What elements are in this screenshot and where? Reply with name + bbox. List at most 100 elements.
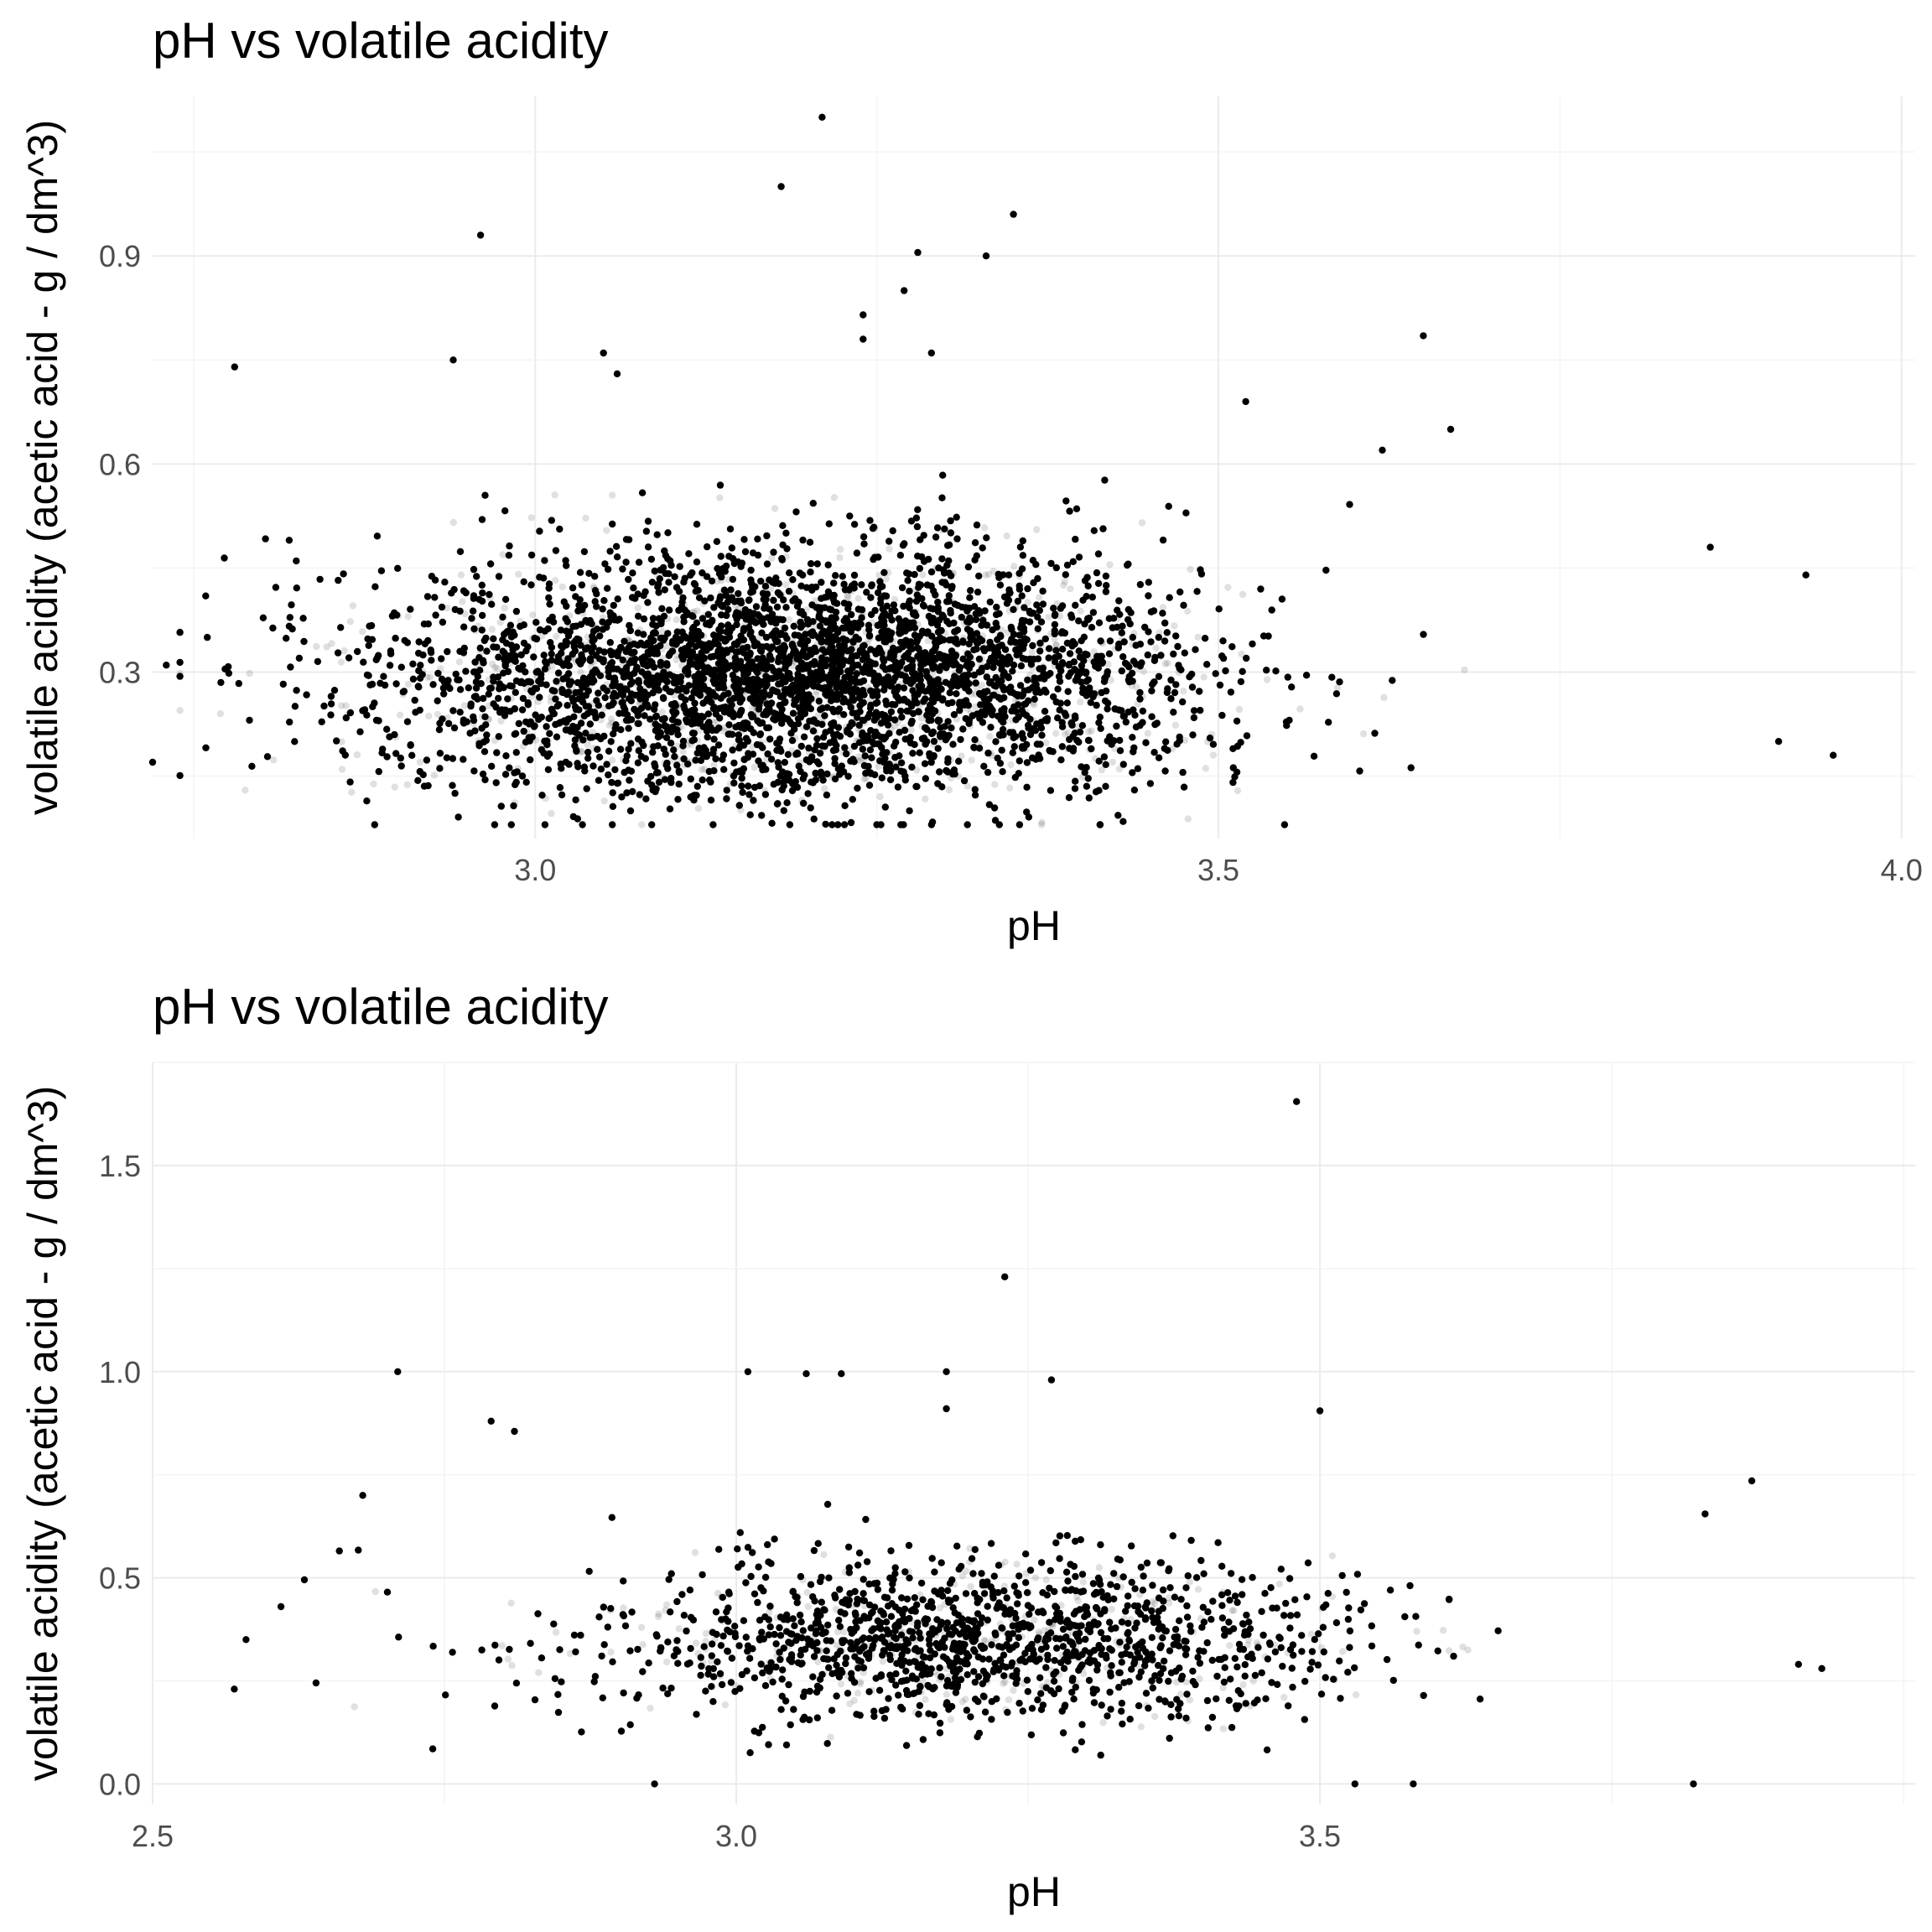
- scatter-point: [1360, 1600, 1368, 1607]
- scatter-point: [1106, 637, 1114, 645]
- scatter-point: [675, 1625, 683, 1633]
- scatter-point: [623, 789, 631, 797]
- scatter-point: [971, 539, 979, 547]
- scatter-point: [583, 785, 590, 792]
- scatter-point: [944, 755, 952, 763]
- scatter-point: [541, 627, 549, 635]
- scatter-point: [738, 774, 745, 782]
- scatter-point: [481, 713, 489, 720]
- scatter-point: [907, 726, 915, 734]
- scatter-point: [434, 710, 442, 719]
- scatter-point: [1063, 561, 1072, 569]
- scatter-point: [612, 543, 621, 550]
- scatter-point: [1012, 646, 1020, 654]
- scatter-point: [1134, 700, 1142, 708]
- scatter-point: [867, 646, 875, 653]
- scatter-point: [888, 607, 896, 615]
- scatter-point: [911, 570, 918, 579]
- scatter-point: [231, 363, 238, 371]
- scatter-point: [589, 643, 597, 651]
- scatter-point: [953, 1542, 961, 1550]
- scatter-point: [1114, 812, 1122, 819]
- scatter-point: [1357, 1606, 1365, 1614]
- scatter-point: [225, 669, 233, 678]
- scatter-point: [841, 673, 849, 682]
- scatter-point: [527, 718, 534, 725]
- scatter-point: [674, 756, 682, 764]
- scatter-point: [815, 697, 823, 705]
- scatter-point: [978, 682, 986, 689]
- scatter-point: [1019, 619, 1026, 627]
- scatter-point: [572, 705, 580, 714]
- scatter-point: [1251, 1671, 1259, 1680]
- scatter-point: [823, 770, 831, 778]
- scatter-point: [964, 658, 972, 666]
- scatter-point: [438, 655, 445, 662]
- scatter-point: [860, 688, 868, 695]
- scatter-point: [1067, 719, 1076, 727]
- scatter-point: [829, 719, 838, 727]
- scatter-point: [724, 689, 732, 698]
- scatter-point: [1116, 747, 1124, 755]
- scatter-point: [652, 769, 661, 776]
- scatter-point: [967, 627, 974, 635]
- scatter-point: [731, 704, 740, 712]
- scatter-point: [946, 689, 954, 697]
- scatter-point: [1164, 659, 1171, 667]
- scatter-point: [880, 626, 888, 633]
- scatter-point: [865, 669, 873, 678]
- scatter-point: [1010, 605, 1017, 614]
- scatter-point: [889, 527, 896, 535]
- scatter-point: [469, 607, 477, 615]
- scatter-point: [693, 736, 701, 745]
- scatter-point: [454, 813, 462, 821]
- scatter-point: [1075, 553, 1083, 561]
- scatter-point: [1124, 615, 1132, 624]
- scatter-point: [788, 736, 797, 745]
- scatter-point: [449, 518, 457, 527]
- scatter-point: [1118, 629, 1126, 636]
- scatter-point: [716, 1670, 724, 1678]
- scatter-point: [819, 719, 827, 726]
- scatter-point: [1055, 662, 1063, 671]
- scatter-point: [327, 700, 335, 708]
- scatter-point: [558, 643, 567, 652]
- scatter-point: [628, 678, 636, 686]
- scatter-point: [793, 749, 802, 757]
- scatter-point: [1359, 730, 1368, 738]
- scatter-point: [553, 632, 560, 641]
- scatter-point: [1068, 1688, 1076, 1696]
- scatter-point: [692, 588, 699, 595]
- scatter-point: [472, 678, 480, 686]
- x-tick-label: 4.0: [1881, 853, 1923, 887]
- scatter-point: [922, 795, 929, 803]
- scatter-point: [470, 592, 478, 600]
- scatter-point: [176, 771, 184, 780]
- scatter-point: [1085, 746, 1093, 754]
- scatter-point: [1000, 704, 1008, 713]
- scatter-point: [204, 633, 211, 641]
- scatter-point: [912, 597, 921, 605]
- scatter-point: [837, 1608, 844, 1616]
- scatter-point: [981, 1708, 989, 1716]
- scatter-point: [1415, 1641, 1422, 1649]
- scatter-point: [715, 652, 723, 661]
- scatter-point: [1302, 672, 1311, 679]
- scatter-point: [1046, 645, 1053, 652]
- scatter-point: [1068, 614, 1076, 621]
- scatter-point: [839, 573, 846, 580]
- scatter-point: [930, 1711, 938, 1719]
- scatter-point: [694, 1649, 702, 1658]
- scatter-point: [906, 587, 913, 595]
- scatter-point: [320, 702, 328, 710]
- scatter-point: [1013, 652, 1021, 659]
- scatter-point: [1088, 624, 1096, 631]
- scatter-point: [1097, 637, 1104, 645]
- scatter-point: [500, 669, 507, 677]
- scatter-point: [1039, 664, 1047, 672]
- scatter-point: [1155, 673, 1163, 680]
- scatter-point: [846, 512, 854, 520]
- scatter-point: [818, 638, 825, 646]
- scatter-point: [1042, 1664, 1050, 1671]
- scatter-point: [916, 564, 924, 573]
